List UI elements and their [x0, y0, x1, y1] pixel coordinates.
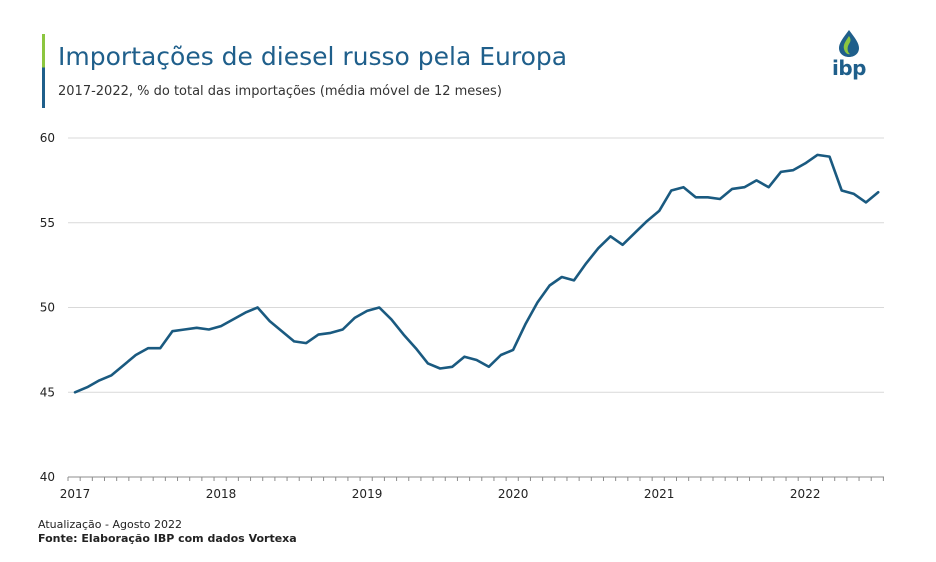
y-tick-label: 55 [40, 216, 55, 230]
update-note: Atualização - Agosto 2022 [38, 518, 182, 531]
x-tick-label: 2018 [206, 487, 237, 501]
source-note: Fonte: Elaboração IBP com dados Vortexa [38, 532, 297, 545]
chart-subtitle: 2017-2022, % do total das importações (m… [58, 84, 502, 99]
x-tick-label: 2017 [60, 487, 91, 501]
series-line [73, 153, 880, 394]
chart-title: Importações de diesel russo pela Europa [58, 42, 568, 71]
y-tick-label: 45 [40, 385, 55, 399]
x-tick-label: 2021 [644, 487, 675, 501]
y-tick-label: 50 [40, 301, 55, 315]
accent-bar [42, 34, 45, 108]
flame-drop-icon [839, 30, 859, 57]
x-tick-label: 2020 [498, 487, 529, 501]
y-tick-label: 40 [40, 470, 55, 484]
x-tick-label: 2022 [790, 487, 821, 501]
y-tick-label: 60 [40, 131, 55, 145]
logo-text: ibp [832, 56, 867, 80]
ibp-logo: ibp [824, 28, 874, 84]
x-tick-label: 2019 [352, 487, 383, 501]
